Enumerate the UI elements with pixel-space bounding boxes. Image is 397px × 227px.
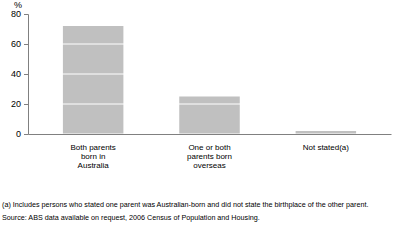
y-tick: 20	[11, 99, 28, 109]
grid	[28, 14, 391, 134]
y-tick-mark	[24, 134, 28, 135]
y-axis: 0 20 40 60 80	[11, 9, 29, 139]
y-tick: 40	[11, 69, 28, 79]
x-tick: One or bothparents bornoverseas	[187, 143, 232, 170]
y-tick: 80	[11, 9, 28, 19]
x-tick-label: Not stated(a)	[303, 143, 350, 152]
y-tick-label: 80	[11, 9, 21, 19]
grid-line	[28, 104, 391, 105]
y-tick: 60	[11, 39, 28, 49]
annotation: Source: ABS data available on request, 2…	[2, 213, 260, 222]
grid-line	[28, 44, 391, 45]
y-tick-label: 60	[11, 39, 21, 49]
x-tick: Not stated(a)	[303, 143, 350, 152]
x-tick-label: One or bothparents bornoverseas	[187, 143, 232, 170]
y-tick-label: 40	[11, 69, 21, 79]
bar	[179, 97, 240, 135]
y-label: %	[14, 0, 22, 10]
grid-line	[28, 14, 391, 15]
y-tick-label: 0	[16, 129, 21, 139]
x-tick: Both parentsborn inAustralia	[70, 143, 115, 170]
y-tick-mark	[24, 104, 28, 105]
y-tick: 0	[16, 129, 28, 139]
x-axis-line	[29, 134, 392, 135]
plot: 0 20 40 60 80 Both parentsborn inAustralia One…	[11, 9, 392, 170]
bars	[63, 26, 356, 134]
y-tick-label: 20	[11, 99, 21, 109]
y-tick-mark	[24, 44, 28, 45]
x-axis: Both parentsborn inAustralia One or bothp…	[29, 135, 392, 171]
bar	[63, 26, 124, 134]
y-tick-mark	[24, 14, 28, 15]
x-tick-label: Both parentsborn inAustralia	[70, 143, 115, 170]
grid-line	[28, 134, 391, 135]
grid-line	[28, 74, 391, 75]
chart: 0 20 40 60 80 Both parentsborn inAustralia One…	[0, 0, 397, 227]
annotation: (a) Includes persons who stated one pare…	[2, 200, 368, 209]
y-tick-mark	[24, 74, 28, 75]
y-axis-line	[24, 15, 29, 135]
